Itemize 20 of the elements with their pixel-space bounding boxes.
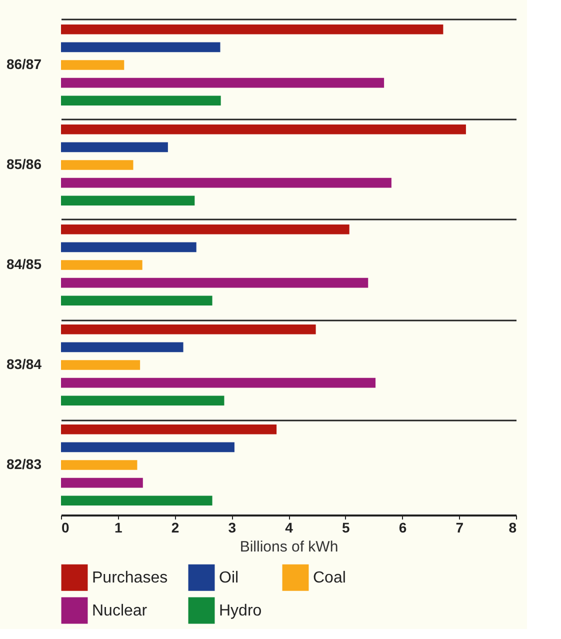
- y-tick-label: 83/84: [6, 356, 42, 372]
- x-tick-label: 5: [342, 520, 350, 536]
- x-tick-label: 7: [456, 520, 464, 536]
- y-tick-label: 84/85: [6, 256, 42, 272]
- x-tick-label: 8: [508, 520, 517, 536]
- legend-label: Hydro: [219, 602, 262, 620]
- x-tick-label: 6: [398, 520, 407, 536]
- x-tick-label: 0: [62, 520, 70, 536]
- x-tick-label: 3: [228, 520, 236, 536]
- legend-label: Purchases: [92, 570, 168, 587]
- x-tick-label: 4: [285, 520, 294, 536]
- legend-label: Coal: [313, 570, 346, 587]
- x-axis-title: Billions of kWh: [240, 538, 338, 556]
- x-tick-label: 2: [171, 520, 180, 536]
- x-tick-label: 1: [114, 520, 122, 536]
- y-tick-label: 82/83: [6, 456, 42, 472]
- y-tick-label: 86/87: [6, 56, 42, 72]
- y-tick-label: 85/86: [6, 156, 42, 172]
- legend-label: Nuclear: [92, 602, 148, 620]
- legend-label: Oil: [219, 570, 239, 587]
